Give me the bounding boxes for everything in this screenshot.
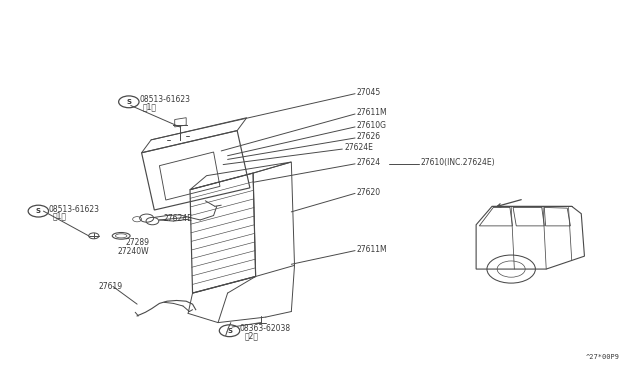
Text: （2）: （2） bbox=[244, 331, 258, 340]
Text: （1）: （1） bbox=[52, 212, 67, 221]
Text: 27611M: 27611M bbox=[357, 245, 388, 254]
Text: 27624E: 27624E bbox=[164, 214, 193, 222]
Text: 27240W: 27240W bbox=[117, 247, 149, 256]
Text: ^27*00P9: ^27*00P9 bbox=[586, 354, 620, 360]
Text: 27289: 27289 bbox=[125, 238, 150, 247]
Text: （1）: （1） bbox=[143, 103, 157, 112]
Text: 27611M: 27611M bbox=[357, 108, 388, 118]
Text: 08513-61623: 08513-61623 bbox=[139, 96, 190, 105]
Text: S: S bbox=[126, 99, 131, 105]
Text: S: S bbox=[36, 208, 41, 214]
Text: 27619: 27619 bbox=[99, 282, 122, 291]
Text: 27610G: 27610G bbox=[357, 121, 387, 130]
Text: 08363-62038: 08363-62038 bbox=[240, 324, 291, 333]
Text: 08513-61623: 08513-61623 bbox=[49, 205, 100, 214]
Text: S: S bbox=[227, 328, 232, 334]
Text: 27045: 27045 bbox=[357, 88, 381, 97]
Text: 27610(INC.27624E): 27610(INC.27624E) bbox=[420, 158, 495, 167]
Text: 27624: 27624 bbox=[357, 158, 381, 167]
Text: 27620: 27620 bbox=[357, 188, 381, 197]
Text: 27626: 27626 bbox=[357, 132, 381, 141]
Text: 27624E: 27624E bbox=[344, 144, 373, 153]
